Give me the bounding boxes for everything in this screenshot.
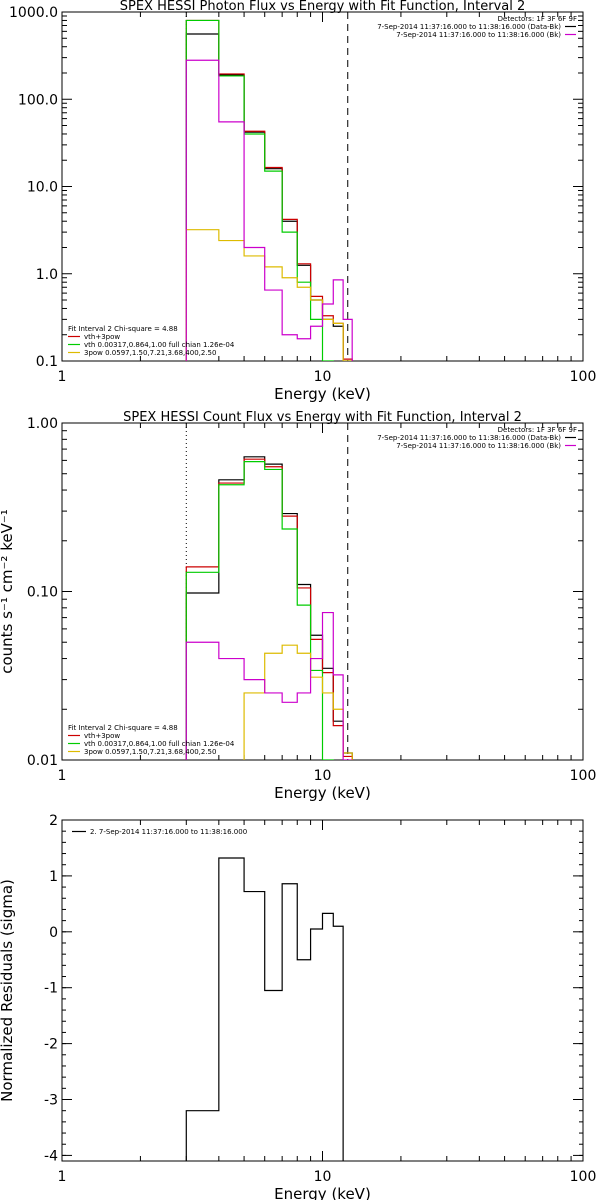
panel2-series-line-2 <box>185 458 353 760</box>
panel3-x-tick-label: 100 <box>570 1169 597 1185</box>
panel3-series-line-1 <box>185 857 344 1161</box>
panel1-series-line-4 <box>185 229 353 361</box>
panel3-y-tick-label: 2 <box>49 813 58 829</box>
panel3-y-axis-label: Normalized Residuals (sigma) <box>0 879 16 1102</box>
panel2-legend-entry-label: 7-Sep-2014 11:37:16.000 to 11:38:16.000 … <box>396 442 561 450</box>
panel2-series-line-4 <box>185 644 353 760</box>
panel1-y-tick-label: 10.0 <box>27 180 58 196</box>
panel1-series-line-5 <box>185 59 353 361</box>
panel2-fit-legend-label: 3pow 0.0597,1.50,7.21,3.68,400,2.50 <box>84 748 216 756</box>
panel1-y-tick-label: 0.1 <box>36 354 58 370</box>
panel3-y-tick-label: -1 <box>44 981 58 997</box>
panel1-x-tick-label: 100 <box>570 369 597 385</box>
panel1-chart-title: SPEX HESSI Photon Flux vs Energy with Fi… <box>120 0 526 14</box>
panel1-x-axis-label: Energy (keV) <box>274 385 371 403</box>
panel2-x-tick-label: 10 <box>314 768 332 784</box>
panel1-fit-legend-label: vth 0.00317,0.864,1.00 full chian 1.26e-… <box>84 341 235 349</box>
panel1-x-tick-label: 10 <box>314 369 332 385</box>
panel3-y-tick-label: -3 <box>44 1093 58 1109</box>
panel1-y-tick-label: 1.0 <box>36 267 58 283</box>
panel3-y-tick-label: 1 <box>49 869 58 885</box>
panel2-series-line-5 <box>185 611 353 760</box>
panel3-plot-frame <box>61 819 584 1162</box>
panel1-series-line-3 <box>185 19 353 361</box>
panel1-legend-entry-label: 7-Sep-2014 11:37:16.000 to 11:38:16.000 … <box>396 31 561 39</box>
panel1-fit-legend-header: Fit Interval 2 Chi-square = 4.88 <box>68 325 178 333</box>
panel2-series-line-1 <box>185 456 353 760</box>
panel2-x-tick-label: 1 <box>58 768 67 784</box>
panel3-y-tick-label: -4 <box>44 1148 58 1164</box>
panel2-series-line-3 <box>185 461 353 760</box>
panel3-x-tick-label: 10 <box>314 1169 332 1185</box>
panel1-fit-legend-label: 3pow 0.0597,1.50,7.21,3.68,400,2.50 <box>84 349 216 357</box>
panel2-y-tick-label: 0.01 <box>27 753 58 769</box>
panel1-legend-header: Detectors: 1F 3F 6F 9F <box>498 15 577 23</box>
panel2-x-axis-label: Energy (keV) <box>274 784 371 802</box>
panel3-y-tick-label: -2 <box>44 1037 58 1053</box>
panel3-x-axis-label: Energy (keV) <box>274 1185 371 1200</box>
panel2-fit-legend-label: vth+3pow <box>84 732 120 740</box>
panel2-x-tick-label: 100 <box>570 768 597 784</box>
panel1-fit-legend-label: vth+3pow <box>84 333 120 341</box>
panel1-series-line-1 <box>185 33 353 361</box>
panel3-x-tick-label: 1 <box>58 1169 67 1185</box>
panel2-y-axis-label: counts s⁻¹ cm⁻² keV⁻¹ <box>0 509 16 674</box>
panel1-legend-entry-label: 7-Sep-2014 11:37:16.000 to 11:38:16.000 … <box>377 23 561 31</box>
panel2-chart-title: SPEX HESSI Count Flux vs Energy with Fit… <box>123 410 522 425</box>
panel2-fit-legend-label: vth 0.00317,0.864,1.00 full chian 1.26e-… <box>84 740 235 748</box>
panel1-series-line-2 <box>185 19 353 361</box>
panel2-legend-header: Detectors: 1F 3F 6F 9F <box>498 426 577 434</box>
panel2-y-tick-label: 1.00 <box>27 416 58 432</box>
panel3-y-tick-label: 0 <box>49 925 58 941</box>
panel1-y-tick-label: 100.0 <box>18 92 58 108</box>
panel1-x-tick-label: 1 <box>58 369 67 385</box>
panel2-y-tick-label: 0.10 <box>27 585 58 601</box>
panel1-y-tick-label: 1000.0 <box>9 5 58 21</box>
panel3-legend-entry-label: 2. 7-Sep-2014 11:37:16.000 to 11:38:16.0… <box>90 828 247 836</box>
panel2-legend-entry-label: 7-Sep-2014 11:37:16.000 to 11:38:16.000 … <box>377 434 561 442</box>
panel2-fit-legend-header: Fit Interval 2 Chi-square = 4.88 <box>68 724 178 732</box>
